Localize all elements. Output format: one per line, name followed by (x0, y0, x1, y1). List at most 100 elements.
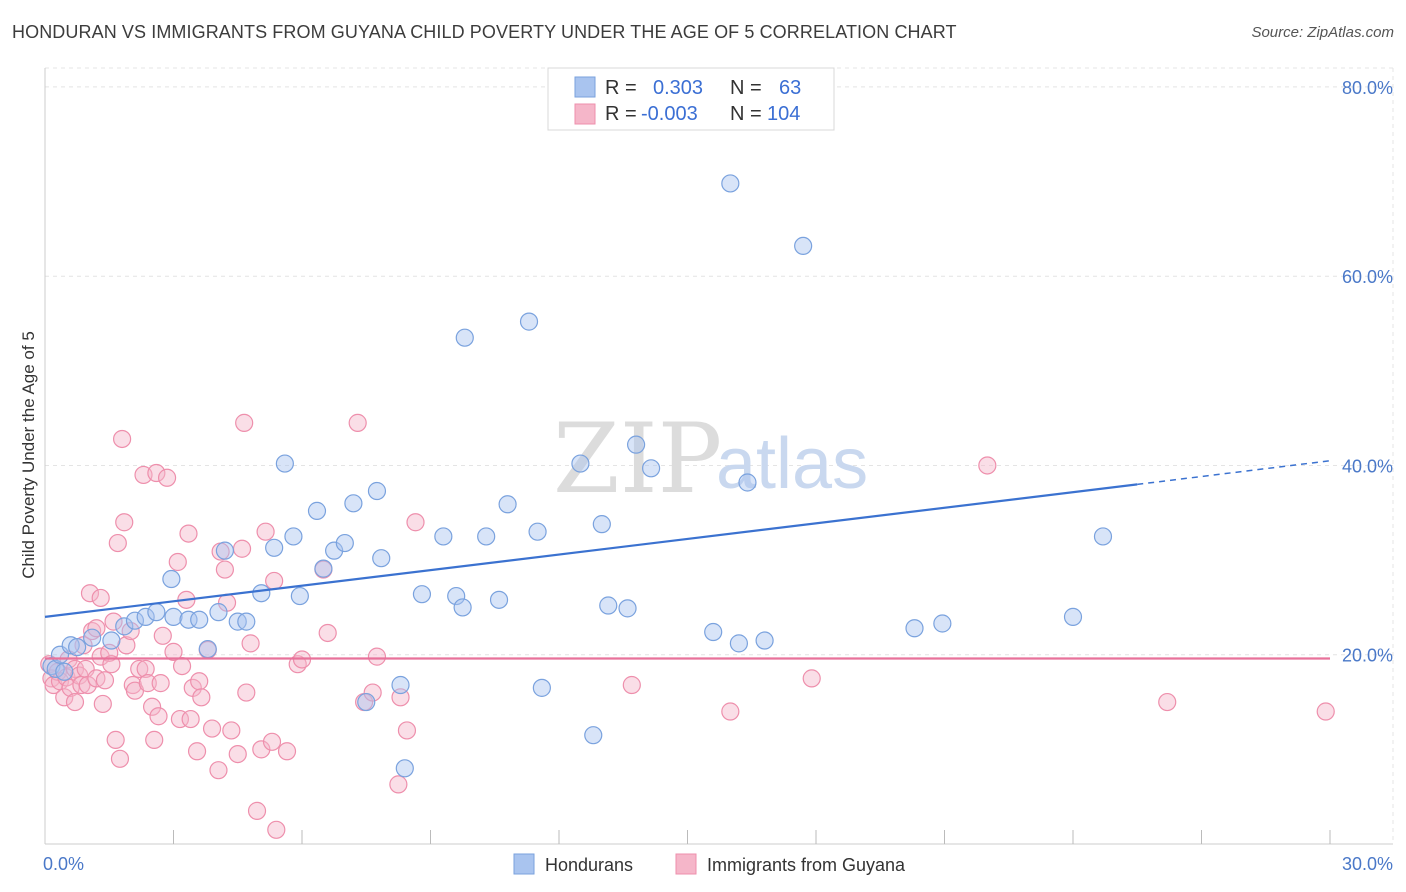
watermark-atlas: atlas (716, 424, 868, 504)
honduran-point-6 (83, 628, 102, 647)
honduran-point-14 (179, 610, 198, 629)
honduran-point-8 (115, 617, 134, 636)
honduran-point-55 (721, 174, 740, 193)
legend-r-value-2: -0.003 (641, 103, 698, 125)
guyana-point-76 (277, 742, 297, 761)
honduran-point-11 (147, 603, 166, 622)
honduran-point-35 (395, 759, 414, 778)
y-tick-label-60: 60.0% (1342, 267, 1393, 287)
guyana-point-38 (136, 659, 155, 679)
legend-r-label-1: R = (605, 77, 637, 99)
honduran-point-49 (592, 515, 611, 534)
honduran-point-56 (729, 634, 749, 653)
honduran-point-24 (284, 527, 303, 546)
honduran-point-31 (357, 692, 376, 712)
guyana-point-20 (91, 647, 110, 666)
guyana-point-87 (397, 721, 417, 740)
honduran-point-40 (455, 328, 474, 347)
honduran-point-60 (905, 619, 924, 638)
honduran-point-12 (162, 569, 181, 589)
guyana-point-26 (104, 612, 123, 631)
y-tick-label-80: 80.0% (1342, 78, 1393, 98)
honduran-point-45 (528, 522, 547, 541)
guyana-point-88 (406, 513, 425, 532)
honduran-point-42 (489, 590, 509, 609)
legend-n-value-2: 104 (767, 103, 800, 125)
watermark-zip: ZIP (553, 403, 722, 515)
guyana-point-31 (115, 513, 134, 532)
guyana-point-60 (209, 761, 228, 780)
trend-lines (44, 459, 1331, 660)
guyana-point-86 (391, 688, 410, 707)
guyana-point-29 (110, 749, 130, 768)
guyana-point-81 (348, 413, 367, 432)
guyana-point-91 (802, 669, 821, 688)
honduran-point-22 (265, 538, 284, 557)
guyana-point-84 (367, 647, 387, 666)
guyana-point-93 (1158, 692, 1177, 712)
y-tick-label-40: 40.0% (1342, 456, 1393, 476)
y-tick-label-20: 20.0% (1342, 646, 1393, 666)
guyana-point-43 (149, 707, 168, 726)
guyana-point-28 (108, 533, 127, 553)
guyana-point-49 (170, 709, 190, 729)
honduran-point-59 (794, 236, 813, 256)
honduran-point-23 (275, 454, 294, 473)
honduran-point-17 (209, 603, 228, 622)
honduran-point-63 (1093, 527, 1113, 546)
honduran-trend-extension (1137, 459, 1331, 486)
honduran-point-38 (447, 586, 466, 606)
guyana-point-47 (164, 642, 183, 661)
honduran-point-58 (755, 631, 774, 650)
series-guyana-points (40, 413, 1335, 839)
guyana-point-65 (228, 744, 247, 764)
honduran-point-27 (314, 559, 333, 578)
honduran-point-10 (136, 607, 155, 626)
legend-n-label-1: N = (730, 77, 762, 99)
honduran-point-9 (125, 611, 145, 630)
x-tick-label-min: 0.0% (43, 854, 84, 874)
honduran-point-34 (391, 675, 410, 695)
honduran-point-16 (198, 639, 217, 659)
legend-r-label-2: R = (605, 103, 637, 125)
honduran-point-15 (190, 610, 209, 629)
honduran-point-44 (519, 312, 539, 331)
bottom-legend-swatch-hondurans (513, 853, 535, 875)
guyana-point-27 (106, 730, 125, 750)
guyana-point-42 (147, 463, 166, 483)
legend-n-value-1: 63 (779, 77, 801, 99)
series-hondurans-points (42, 174, 1113, 778)
legend-n-label-2: N = (730, 103, 762, 125)
honduran-point-57 (738, 473, 757, 492)
honduran-point-32 (367, 481, 387, 501)
honduran-point-30 (344, 494, 363, 513)
guyana-point-69 (241, 634, 260, 653)
honduran-point-46 (532, 678, 551, 697)
guyana-point-21 (91, 588, 110, 608)
guyana-point-52 (179, 524, 198, 543)
guyana-point-59 (202, 719, 222, 738)
guyana-point-62 (215, 560, 234, 579)
guyana-point-39 (138, 674, 157, 693)
guyana-point-71 (252, 740, 271, 759)
bottom-legend-swatch-guyana (675, 853, 697, 875)
guyana-point-68 (237, 683, 256, 702)
guyana-point-55 (187, 742, 207, 761)
source-credit: Source: ZipAtlas.com (1251, 24, 1394, 41)
honduran-point-61 (933, 614, 952, 633)
honduran-point-3 (55, 662, 74, 681)
legend-swatch-guyana (574, 103, 596, 125)
honduran-point-28 (325, 541, 344, 560)
grid-lines (45, 67, 1394, 844)
guyana-point-74 (265, 571, 284, 591)
guyana-point-85 (389, 775, 408, 794)
honduran-point-48 (584, 726, 603, 745)
guyana-point-90 (721, 702, 740, 721)
y-axis-label: Child Poverty Under the Age of 5 (19, 331, 38, 579)
bottom-legend-label-hondurans: Hondurans (545, 855, 633, 875)
guyana-point-80 (318, 623, 337, 643)
guyana-point-25 (102, 655, 121, 674)
guyana-point-36 (130, 659, 149, 679)
guyana-point-56 (190, 672, 209, 691)
